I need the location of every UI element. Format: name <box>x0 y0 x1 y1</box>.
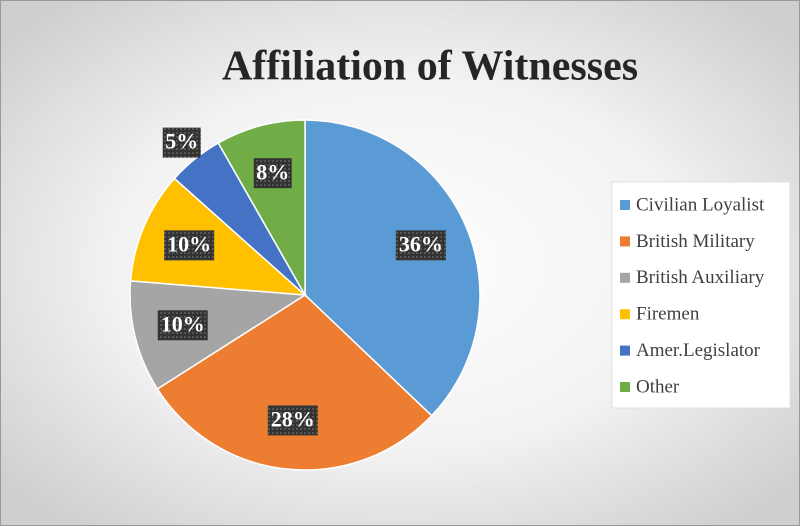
pie-slice <box>129 177 308 296</box>
legend-swatch <box>620 200 630 210</box>
legend-label: Firemen <box>636 304 700 325</box>
legend-swatch <box>620 345 630 356</box>
pie-slice <box>156 294 433 471</box>
data-label: 8% <box>256 159 289 184</box>
data-label-box <box>162 127 201 158</box>
data-label: 36% <box>399 231 443 256</box>
legend-label: Civilian Loyalist <box>636 194 765 215</box>
data-label-box <box>157 310 208 341</box>
legend-swatch <box>620 309 630 320</box>
data-label: 5% <box>165 129 198 154</box>
data-label-box <box>395 230 446 261</box>
legend-label: British Auxiliary <box>636 267 765 288</box>
data-label: 10% <box>161 311 205 336</box>
pie-slice <box>304 119 481 417</box>
legend-label: British Military <box>636 231 755 252</box>
legend-swatch <box>620 272 630 283</box>
legend-box <box>611 181 791 409</box>
data-label-box <box>253 158 292 189</box>
data-label-box <box>164 230 215 261</box>
legend-label: Other <box>636 376 680 397</box>
pie-slice <box>129 280 308 390</box>
data-label: 28% <box>271 406 315 431</box>
legend-label: Amer.Legislator <box>636 340 761 361</box>
legend-swatch <box>620 382 630 392</box>
legend-swatch <box>620 236 630 247</box>
chart-title: Affiliation of Witnesses <box>222 44 638 90</box>
data-label: 10% <box>167 231 211 256</box>
data-label-box <box>267 405 318 436</box>
